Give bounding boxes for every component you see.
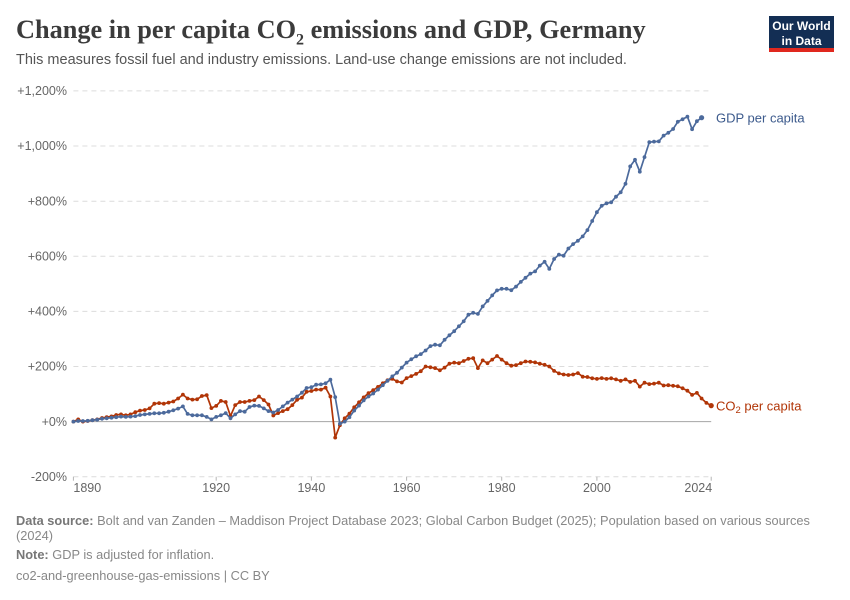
svg-text:+1,200%: +1,200% [17, 84, 67, 98]
svg-text:1980: 1980 [488, 481, 516, 495]
svg-text:+0%: +0% [42, 415, 67, 429]
svg-text:1960: 1960 [393, 481, 421, 495]
svg-text:+1,000%: +1,000% [17, 139, 67, 153]
svg-text:-200%: -200% [31, 470, 67, 484]
svg-text:2000: 2000 [583, 481, 611, 495]
svg-text:+800%: +800% [28, 194, 67, 208]
svg-text:1920: 1920 [202, 481, 230, 495]
svg-text:+400%: +400% [28, 305, 67, 319]
svg-text:+200%: +200% [28, 360, 67, 374]
svg-text:2024: 2024 [684, 481, 712, 495]
svg-text:+600%: +600% [28, 250, 67, 264]
svg-text:1890: 1890 [73, 481, 101, 495]
svg-text:GDP per capita: GDP per capita [716, 111, 805, 126]
svg-text:CO2 per capita: CO2 per capita [716, 399, 802, 417]
svg-text:1940: 1940 [297, 481, 325, 495]
